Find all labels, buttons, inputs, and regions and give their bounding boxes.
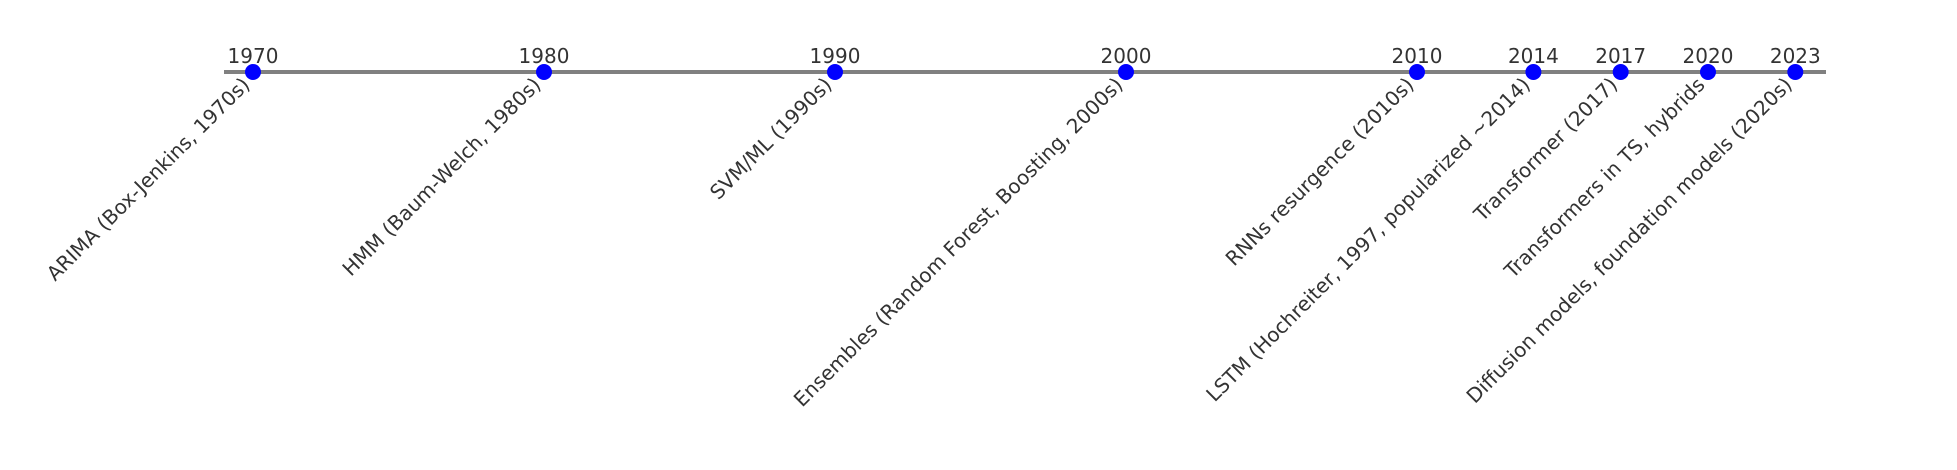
timeline-event: 1990 SVM/ML (1990s) <box>705 44 860 204</box>
event-marker <box>1612 64 1629 80</box>
timeline-event: 1970 ARIMA (Box-Jenkins, 1970s) <box>42 44 279 285</box>
event-marker <box>827 64 843 80</box>
year-label: 1990 <box>810 44 861 68</box>
event-label: Transformer (2017) <box>1468 73 1622 227</box>
year-label: 2020 <box>1683 44 1734 68</box>
event-marker <box>1118 64 1134 80</box>
year-label: 1980 <box>519 44 570 68</box>
year-label: 2023 <box>1770 44 1821 68</box>
event-label: Diffusion models, foundation models (202… <box>1461 73 1796 408</box>
event-label: Ensembles (Random Forest, Boosting, 2000… <box>789 73 1128 412</box>
event-marker <box>1525 64 1542 80</box>
timeline-event: 2000 Ensembles (Random Forest, Boosting, … <box>789 44 1152 411</box>
year-label: 1970 <box>228 44 279 68</box>
timeline-event: 2010 RNNs resurgence (2010s) <box>1221 44 1443 270</box>
event-marker <box>536 64 552 80</box>
event-label: ARIMA (Box-Jenkins, 1970s) <box>42 73 255 286</box>
year-label: 2014 <box>1508 44 1559 68</box>
event-marker <box>1409 64 1425 80</box>
year-label: 2000 <box>1101 44 1152 68</box>
timeline-event: 1980 HMM (Baum-Welch, 1980s) <box>337 44 569 281</box>
event-label: RNNs resurgence (2010s) <box>1221 73 1419 271</box>
event-marker <box>1700 64 1716 80</box>
event-marker <box>245 64 261 80</box>
event-label: SVM/ML (1990s) <box>705 73 837 205</box>
year-label: 2017 <box>1595 44 1646 68</box>
event-marker <box>1787 64 1804 80</box>
timeline-events: 1970 ARIMA (Box-Jenkins, 1970s) 1980 HMM (B… <box>42 44 1821 411</box>
event-label: HMM (Baum-Welch, 1980s) <box>337 73 545 281</box>
year-label: 2010 <box>1392 44 1443 68</box>
